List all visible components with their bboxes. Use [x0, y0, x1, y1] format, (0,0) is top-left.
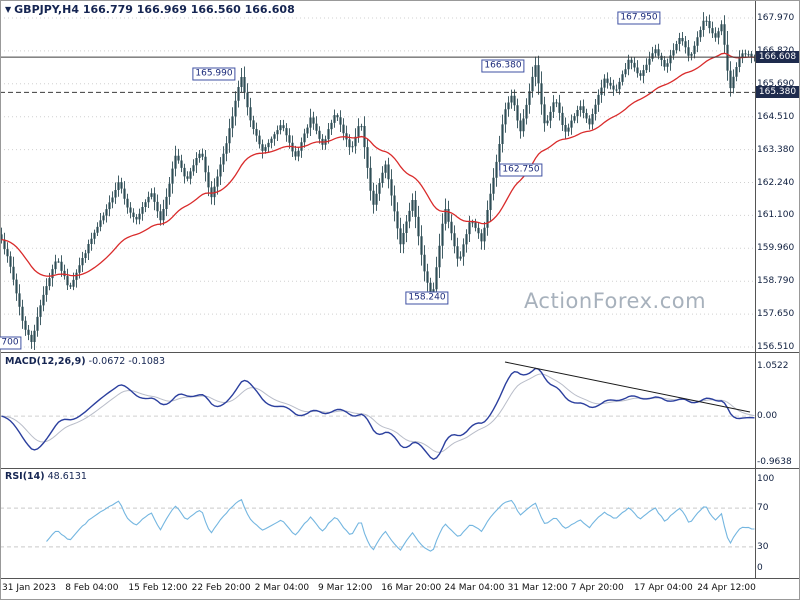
chart-canvas[interactable] — [0, 0, 800, 600]
forex-chart-window: ▼ GBPJPY,H4 166.779 166.969 166.560 166.6… — [0, 0, 800, 600]
